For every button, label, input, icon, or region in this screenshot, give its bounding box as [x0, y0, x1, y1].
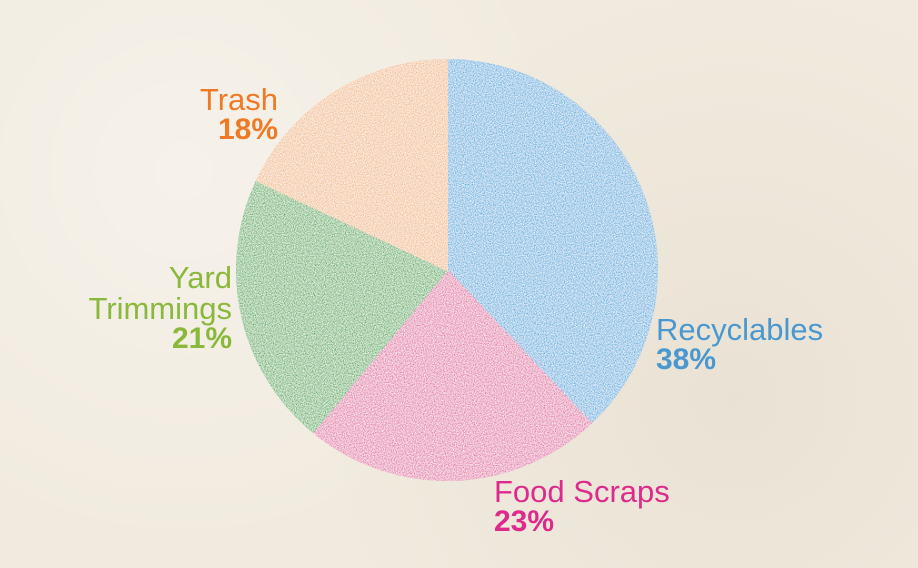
- label-yard-name-line2: Trimmings: [88, 291, 232, 326]
- label-trash-name: Trash: [199, 82, 278, 117]
- label-trash: Trash 18%: [170, 84, 278, 145]
- label-recyclables-name: Recyclables: [656, 312, 824, 347]
- pie-slices-group: [236, 59, 658, 481]
- label-yard-name-line1: Yard: [168, 260, 232, 295]
- label-food-name: Food Scraps: [494, 474, 670, 509]
- label-food-scraps: Food Scraps 23%: [494, 476, 734, 537]
- label-recyclables-value: 38%: [656, 343, 717, 376]
- pie-slice-recyclables: [446, 59, 658, 425]
- label-recyclables: Recyclables 38%: [656, 314, 876, 375]
- pie-slice-yard-trimmings: [236, 179, 448, 433]
- label-yard-trimmings: Yard Trimmings 21%: [80, 262, 232, 354]
- pie-slice-food-scraps: [312, 269, 592, 481]
- label-food-value: 23%: [494, 505, 555, 538]
- label-trash-value: 18%: [217, 113, 278, 146]
- pie-slice-trash: [255, 59, 448, 271]
- label-yard-value: 21%: [171, 322, 232, 355]
